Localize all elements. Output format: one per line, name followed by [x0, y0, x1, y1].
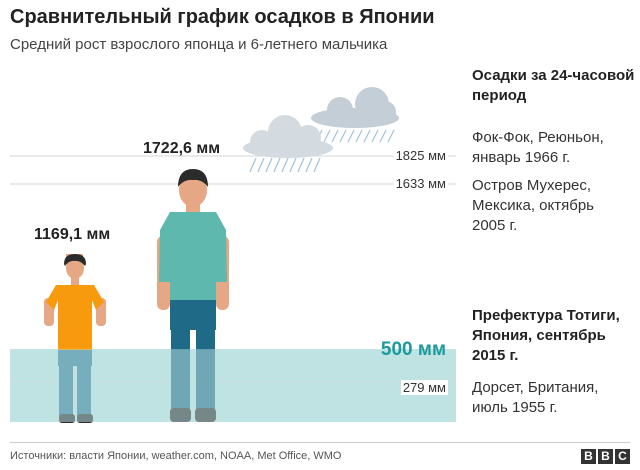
rain-cloud-icon — [243, 87, 399, 173]
level-label-1633: 1633 мм — [393, 176, 448, 191]
child-height-label: 1169,1 мм — [34, 226, 111, 243]
level-label-279: 279 мм — [400, 380, 448, 395]
chart-title: Сравнительный график осадков в Японии — [10, 6, 435, 28]
adult-height-label: 1722,6 мм — [143, 140, 221, 157]
chart-subtitle: Средний рост взрослого японца и 6-летнег… — [10, 36, 388, 53]
level-label-1825: 1825 мм — [393, 148, 448, 163]
footer-divider — [10, 442, 630, 443]
annotation-500: Префектура Тотиги, Япония, сентябрь 2015… — [472, 307, 620, 364]
annotation-1825: Фок-Фок, Реюньон, январь 1966 г. — [472, 129, 604, 166]
water-overlay — [10, 349, 456, 422]
legend-title: Осадки за 24-часовой период — [472, 67, 635, 104]
annotation-1633: Остров Мухерес, Мексика, октябрь 2005 г. — [472, 177, 594, 234]
source-note: Источники: власти Японии, weather.com, N… — [10, 450, 342, 462]
annotation-279: Дорсет, Британия, июль 1955 г. — [472, 379, 599, 416]
level-label-500: 500 мм — [380, 339, 446, 360]
